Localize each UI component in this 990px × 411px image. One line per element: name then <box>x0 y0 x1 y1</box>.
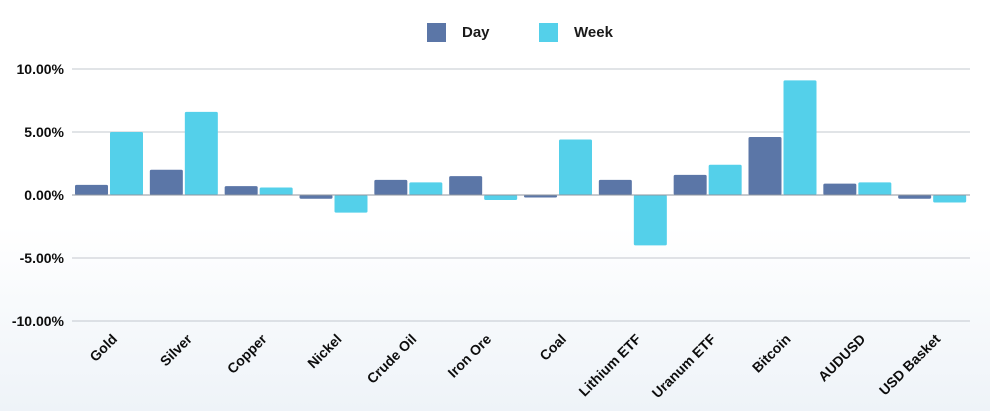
bar-day-lithium-etf <box>598 179 632 195</box>
legend-label-day: Day <box>462 24 490 41</box>
x-tick-label: USD Basket <box>876 331 944 399</box>
bars <box>75 80 967 246</box>
x-tick-label: Lithium ETF <box>575 331 644 400</box>
bar-day-uranum-etf <box>673 174 707 195</box>
bar-day-copper <box>224 186 258 195</box>
bar-week-nickel <box>334 195 368 213</box>
y-axis: -10.00% -5.00% 0.00% 5.00% 10.00% <box>12 61 65 329</box>
x-tick-label: Coal <box>536 331 569 364</box>
bar-week-bitcoin <box>783 80 817 195</box>
y-tick-label: 0.00% <box>24 187 64 203</box>
bar-week-audusd <box>858 182 892 195</box>
x-tick-label: Uranum ETF <box>649 330 719 400</box>
x-tick-label: Bitcoin <box>749 331 794 376</box>
bar-day-silver <box>149 169 183 195</box>
legend-swatch-day <box>427 23 446 42</box>
y-tick-label: -10.00% <box>12 313 65 329</box>
bar-week-copper <box>259 187 293 195</box>
bar-day-gold <box>75 184 108 195</box>
bar-week-iron-ore <box>484 195 518 201</box>
x-tick-label: Copper <box>224 330 270 376</box>
x-axis: Gold Silver Copper Nickel Crude Oil Iron Ore C… <box>86 330 943 401</box>
x-tick-label: Silver <box>157 330 196 369</box>
bar-day-iron-ore <box>449 176 483 195</box>
bar-day-audusd <box>823 183 857 195</box>
legend-swatch-week <box>539 23 558 42</box>
bar-week-coal <box>559 139 592 195</box>
x-tick-label: Crude Oil <box>364 331 420 387</box>
y-tick-label: -5.00% <box>20 250 65 266</box>
bar-week-gold <box>110 132 143 195</box>
x-tick-label: Nickel <box>304 331 344 371</box>
bar-day-nickel <box>299 195 333 199</box>
bar-day-usd-basket <box>898 195 932 199</box>
x-tick-label: AUDUSD <box>815 331 869 385</box>
bar-week-crude-oil <box>409 182 443 195</box>
bar-week-silver <box>184 111 218 195</box>
bar-day-bitcoin <box>748 137 782 195</box>
bar-week-uranum-etf <box>708 164 742 195</box>
x-tick-label: Iron Ore <box>444 331 494 381</box>
y-tick-label: 10.00% <box>17 61 65 77</box>
bar-day-coal <box>524 195 557 198</box>
bar-day-crude-oil <box>374 179 408 195</box>
x-tick-label: Gold <box>86 331 120 365</box>
y-tick-label: 5.00% <box>24 124 64 140</box>
bar-week-lithium-etf <box>633 195 667 246</box>
gridlines <box>72 68 970 322</box>
bar-week-usd-basket <box>933 195 967 203</box>
legend: Day Week <box>427 23 614 42</box>
legend-label-week: Week <box>574 24 614 41</box>
